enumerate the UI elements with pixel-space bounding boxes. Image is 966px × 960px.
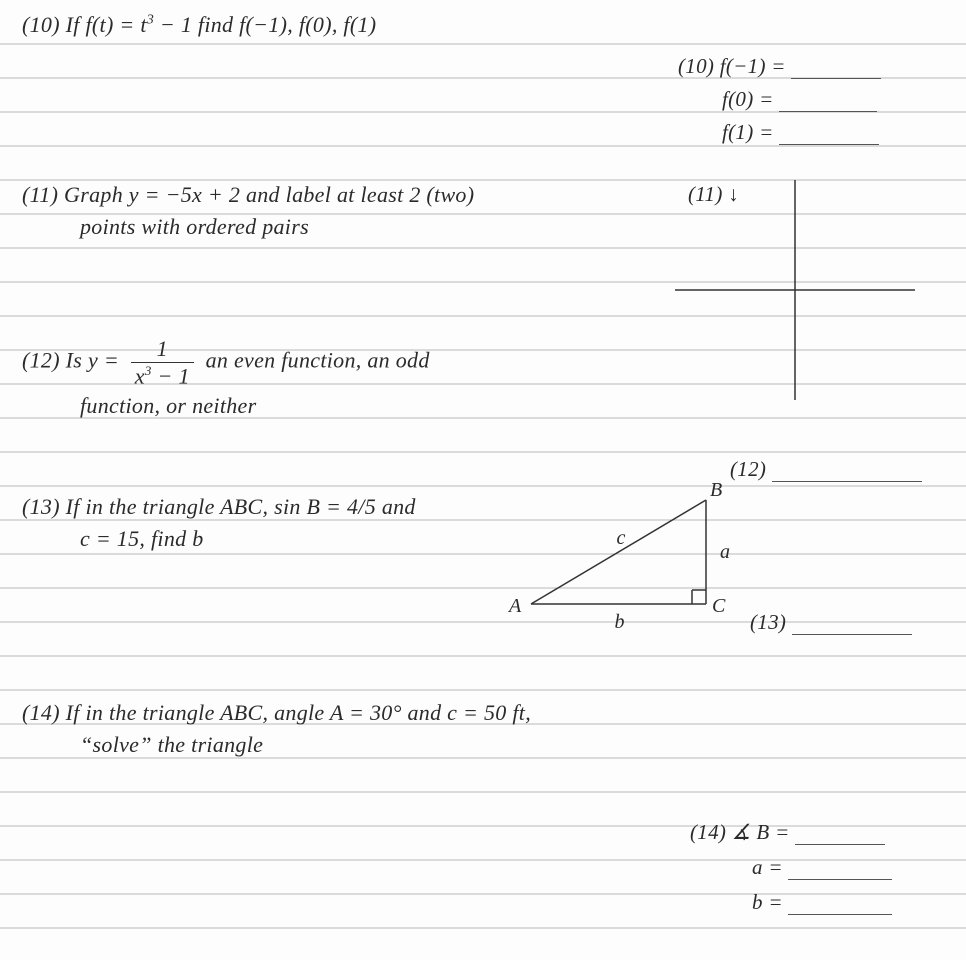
q14-line2: “solve” the triangle <box>22 732 531 758</box>
q14-a3-row: b = <box>690 890 892 915</box>
blank-line <box>792 611 912 635</box>
svg-text:a: a <box>720 541 730 563</box>
q13-ans: (13) <box>750 610 912 635</box>
q14-ansnum: (14) <box>690 820 726 844</box>
q14-prompt: (14) If in the triangle ABC, angle A = 3… <box>22 700 531 758</box>
q13-triangle: A B Cc a b <box>0 0 966 960</box>
q14-a1: ∡ B = <box>732 820 790 844</box>
q14-a3: b = <box>752 890 783 914</box>
blank-line <box>795 821 885 845</box>
q14-a2-row: a = <box>690 855 892 880</box>
blank-line <box>788 856 892 880</box>
q14-a2: a = <box>752 855 783 879</box>
q14-a1-row: (14) ∡ B = <box>690 820 892 845</box>
svg-text:C: C <box>712 595 726 617</box>
worksheet-sheet: (10) If f(t) = t3 − 1 find f(−1), f(0), … <box>0 0 966 960</box>
svg-text:B: B <box>710 479 722 501</box>
q14-row1: (14) If in the triangle ABC, angle A = 3… <box>22 700 531 726</box>
q14-num: (14) <box>22 700 60 725</box>
q14-answers: (14) ∡ B = a = b = <box>690 820 892 915</box>
svg-text:b: b <box>615 611 625 633</box>
svg-text:c: c <box>617 527 626 549</box>
svg-text:A: A <box>507 595 522 617</box>
q14-line1: If in the triangle ABC, angle A = 30° an… <box>66 700 531 725</box>
q13-ansnum: (13) <box>750 610 786 634</box>
blank-line <box>788 891 892 915</box>
